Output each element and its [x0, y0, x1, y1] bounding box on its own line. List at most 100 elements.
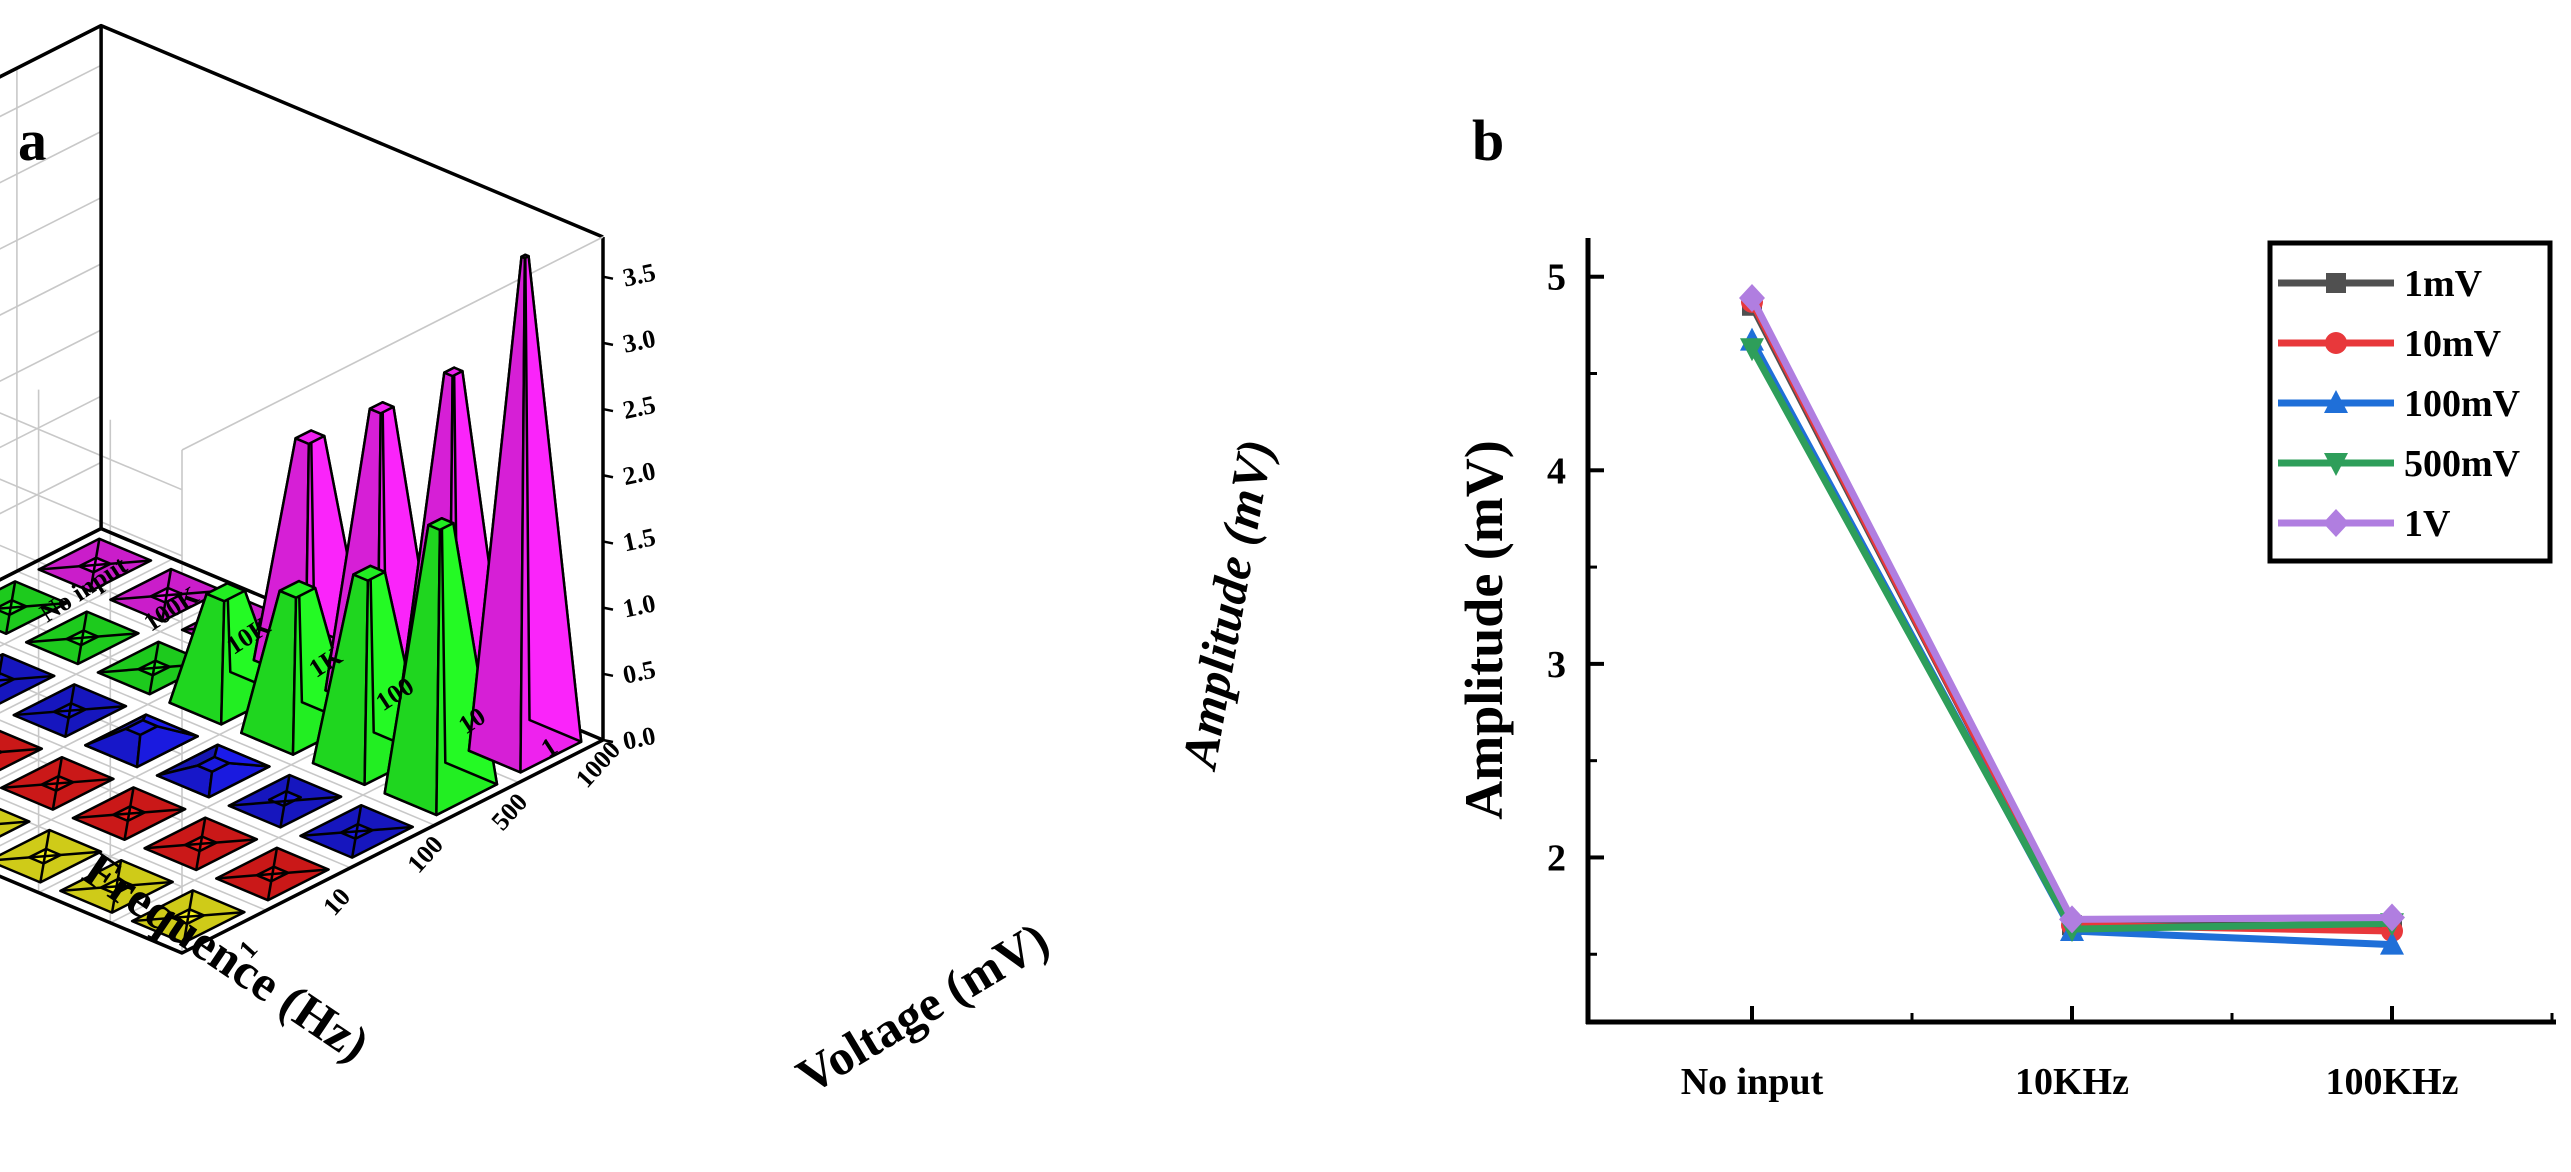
- bar-cross: [76, 611, 89, 665]
- bar-base: [0, 580, 69, 636]
- grid-line: [0, 64, 183, 491]
- bar-cross: [0, 674, 55, 682]
- bar-cross: [266, 847, 279, 901]
- bar-cross: [110, 859, 123, 913]
- bar-cross: [0, 653, 4, 678]
- grid-line: [0, 797, 267, 912]
- grid-line: [0, 196, 183, 623]
- z-tick-label: 3.0: [620, 324, 658, 359]
- panel-label-b: b: [1472, 108, 1504, 173]
- bar-1000mV-1: [467, 253, 583, 774]
- bar-1mV-100: [0, 828, 103, 884]
- bars-3d: [0, 253, 583, 945]
- chart-line: 2 3 4 5 No input 10KHz 100KHz Amplitude (mV) 1mV…: [1454, 238, 2556, 1103]
- bar-cross: [160, 568, 173, 622]
- bar-500mV-No-input: [0, 580, 69, 636]
- bar-top: [352, 564, 387, 582]
- marker: [2326, 273, 2346, 293]
- bar-1mV-1: [130, 889, 246, 945]
- bar-10mV-10: [143, 816, 259, 872]
- series-lines: [1739, 284, 2405, 955]
- grid-line: [0, 588, 245, 714]
- bar-100mV-100: [155, 743, 271, 799]
- chart-3d-bars: 0.00.51.01.52.02.53.03.51101001K10K100KN…: [0, 23, 1283, 1105]
- marker: [2324, 390, 2348, 413]
- bar-100mV-100K: [0, 652, 56, 705]
- bar-top: [205, 582, 247, 603]
- bar-cross: [39, 829, 51, 883]
- bar-top: [124, 718, 159, 737]
- grid-line: [0, 719, 351, 869]
- bar-cross: [123, 787, 135, 841]
- bar-1000mV-100K: [109, 567, 224, 623]
- z-tick-label: 1.5: [620, 522, 658, 557]
- z-tick-label: 2.5: [620, 390, 658, 425]
- bar-cross: [4, 581, 17, 635]
- x-tick-label: 10KHz: [2015, 1061, 2129, 1103]
- y-tick-label: 5: [1547, 257, 1566, 299]
- bar-top: [443, 366, 464, 378]
- marker: [2324, 453, 2348, 476]
- bar-100mV-10K: [12, 683, 128, 739]
- voltage-axis-label: Voltage (mV): [787, 911, 1058, 1105]
- top-frame: [0, 23, 604, 239]
- y-tick-label: 3: [1547, 644, 1566, 686]
- z-tick-mark: [602, 341, 614, 347]
- bar-100mV-1: [299, 803, 415, 859]
- z-tick-label: 2.0: [620, 456, 658, 491]
- marker: [1740, 338, 1764, 362]
- amplitude-axis-label: Amplitude (mV): [1170, 435, 1283, 775]
- bar-1mV-1K: [0, 807, 31, 838]
- marker: [2059, 905, 2085, 934]
- bar-10mV-100: [71, 786, 187, 842]
- bar-cross: [51, 756, 64, 810]
- legend-label: 1mV: [2404, 263, 2483, 305]
- z-tick-mark: [602, 540, 614, 545]
- series-1V: [1739, 284, 2405, 934]
- bar-top: [427, 517, 455, 532]
- z-tick-mark: [602, 474, 614, 479]
- bar-cross: [64, 684, 76, 738]
- top-frame-light: [181, 236, 604, 451]
- bar-cross: [0, 747, 42, 754]
- marker: [2323, 509, 2349, 537]
- legend-label: 1V: [2404, 503, 2451, 545]
- y-axis-label: Amplitude (mV): [1454, 440, 1514, 819]
- marker: [2379, 903, 2405, 932]
- z-tick-mark: [602, 738, 614, 744]
- bar-500mV-10K: [96, 640, 212, 696]
- voltage-tick-label: 10: [317, 882, 356, 921]
- bar-cross: [0, 820, 30, 826]
- bar-cross: [279, 774, 291, 828]
- marker: [2380, 931, 2404, 955]
- bar-cross: [148, 641, 160, 695]
- bar-cross: [182, 890, 194, 944]
- legend-label: 10mV: [2404, 323, 2502, 365]
- z-tick-mark: [602, 672, 614, 678]
- y-tick-label: 4: [1547, 450, 1566, 492]
- bar-face-right: [84, 727, 142, 769]
- bar-face-left: [524, 253, 583, 743]
- legend-label: 500mV: [2404, 443, 2521, 485]
- bar-cross: [350, 804, 363, 858]
- z-tick-label: 0.0: [620, 721, 658, 756]
- x-tick-label: 100KHz: [2326, 1061, 2459, 1103]
- marker: [1739, 284, 1765, 312]
- bar-100mV-10: [227, 773, 343, 829]
- z-tick-mark: [602, 407, 614, 413]
- legend-label: 100mV: [2404, 383, 2521, 425]
- bar-top: [196, 755, 231, 773]
- axes-b: 2 3 4 5 No input 10KHz 100KHz Amplitude (mV): [1454, 238, 2556, 1103]
- bar-top: [294, 429, 326, 446]
- panel-label-a: a: [18, 108, 47, 173]
- grid-line: [0, 641, 435, 826]
- x-tick-label: No input: [1681, 1061, 1824, 1103]
- bar-10mV-1: [215, 846, 330, 902]
- z-axis-ticks: 0.0 0.5 1.0 1.5 2.0 2.5 3.0 3.5: [602, 257, 658, 756]
- y-tick-label: 2: [1547, 837, 1566, 879]
- marker: [2325, 332, 2347, 354]
- grid-line: [0, 130, 183, 557]
- bar-top: [278, 579, 317, 599]
- grid-line: [0, 558, 174, 648]
